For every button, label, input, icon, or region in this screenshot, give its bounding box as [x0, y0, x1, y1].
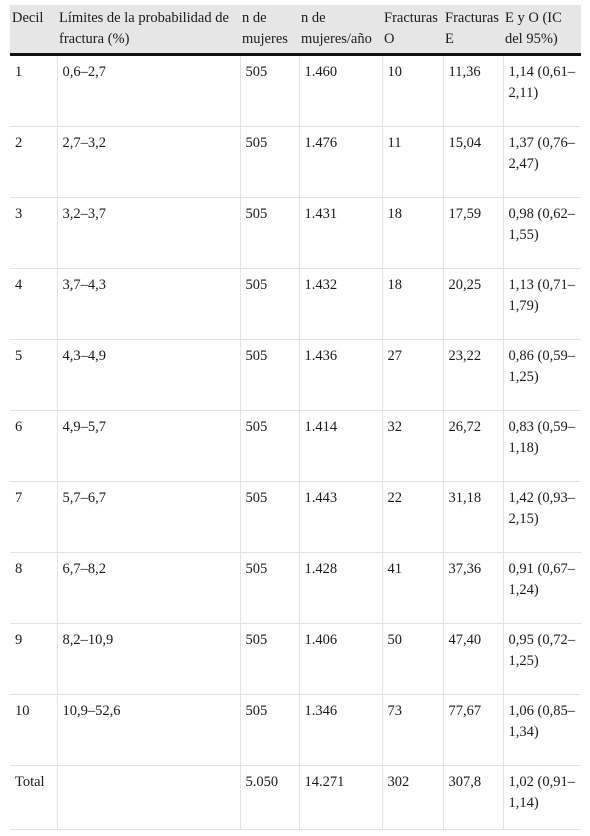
- header-decil: Decil: [10, 5, 57, 56]
- cell-women-per-year: 1.406: [299, 623, 383, 695]
- table-row: 8 6,7–8,2 505 1.428 41 37,36 0,91 (0,67–1,24): [10, 552, 581, 624]
- cell-n-women: 505: [240, 552, 300, 624]
- cell-fractures-expected: 11,36: [443, 54, 504, 127]
- cell-decil: 10: [10, 694, 58, 766]
- cell-fractures-observed: 50: [382, 623, 444, 695]
- cell-probability-limits: 6,7–8,2: [57, 552, 241, 624]
- cell-fractures-observed: 73: [382, 694, 444, 766]
- cell-women-per-year: 1.436: [299, 339, 383, 411]
- cell-women-per-year: 1.443: [299, 481, 383, 553]
- cell-decil: 8: [10, 552, 58, 624]
- cell-fractures-observed: 10: [382, 54, 444, 127]
- cell-fractures-observed: 32: [382, 410, 444, 482]
- table-row: 6 4,9–5,7 505 1.414 32 26,72 0,83 (0,59–1,18): [10, 410, 581, 482]
- cell-probability-limits: 10,9–52,6: [57, 694, 241, 766]
- cell-decil: 5: [10, 339, 58, 411]
- header-fractures-observed: Fracturas O: [382, 5, 443, 56]
- cell-ratio-ci: 1,02 (0,91–1,14): [503, 765, 581, 830]
- table-row: 10 10,9–52,6 505 1.346 73 77,67 1,06 (0,85–1,3…: [10, 694, 581, 766]
- cell-decil: 7: [10, 481, 58, 553]
- table-row: 5 4,3–4,9 505 1.436 27 23,22 0,86 (0,59–1,25): [10, 339, 581, 411]
- table-row-total: Total 5.050 14.271 302 307,8 1,02 (0,91–1,14): [10, 765, 581, 830]
- cell-ratio-ci: 0,86 (0,59–1,25): [503, 339, 581, 411]
- cell-women-per-year: 1.431: [299, 197, 383, 269]
- header-ratio-ci: E y O (IC del 95%): [503, 5, 581, 56]
- cell-fractures-expected: 37,36: [443, 552, 504, 624]
- table-row: 7 5,7–6,7 505 1.443 22 31,18 1,42 (0,93–2,15): [10, 481, 581, 553]
- cell-probability-limits: 3,2–3,7: [57, 197, 241, 269]
- cell-fractures-observed: 302: [382, 765, 444, 830]
- cell-probability-limits: 4,3–4,9: [57, 339, 241, 411]
- cell-n-women: 505: [240, 339, 300, 411]
- cell-ratio-ci: 1,13 (0,71–1,79): [503, 268, 581, 340]
- cell-fractures-observed: 18: [382, 197, 444, 269]
- cell-fractures-expected: 77,67: [443, 694, 504, 766]
- cell-fractures-expected: 31,18: [443, 481, 504, 553]
- table-body: 1 0,6–2,7 505 1.460 10 11,36 1,14 (0,61–2,11) 2…: [10, 54, 581, 830]
- cell-n-women: 505: [240, 481, 300, 553]
- cell-n-women: 505: [240, 623, 300, 695]
- header-fractures-expected: Fracturas E: [443, 5, 503, 56]
- cell-fractures-expected: 307,8: [443, 765, 504, 830]
- cell-probability-limits: 0,6–2,7: [57, 54, 241, 127]
- cell-decil: 9: [10, 623, 58, 695]
- cell-probability-limits: [57, 765, 241, 830]
- cell-n-women: 5.050: [240, 765, 300, 830]
- cell-ratio-ci: 0,95 (0,72–1,25): [503, 623, 581, 695]
- cell-n-women: 505: [240, 197, 300, 269]
- cell-fractures-observed: 11: [382, 126, 444, 198]
- cell-ratio-ci: 1,37 (0,76–2,47): [503, 126, 581, 198]
- table-row: 1 0,6–2,7 505 1.460 10 11,36 1,14 (0,61–2,11): [10, 54, 581, 127]
- cell-fractures-observed: 27: [382, 339, 444, 411]
- cell-fractures-expected: 23,22: [443, 339, 504, 411]
- cell-ratio-ci: 0,98 (0,62–1,55): [503, 197, 581, 269]
- cell-women-per-year: 1.432: [299, 268, 383, 340]
- cell-women-per-year: 14.271: [299, 765, 383, 830]
- cell-fractures-expected: 47,40: [443, 623, 504, 695]
- header-probability-limits: Límites de la probabilidad de fractura (…: [57, 5, 240, 56]
- header-n-women: n de mujeres: [240, 5, 299, 56]
- table-row: 2 2,7–3,2 505 1.476 11 15,04 1,37 (0,76–2,47): [10, 126, 581, 198]
- cell-decil: 4: [10, 268, 58, 340]
- cell-n-women: 505: [240, 268, 300, 340]
- cell-ratio-ci: 1,42 (0,93–2,15): [503, 481, 581, 553]
- table-row: 9 8,2–10,9 505 1.406 50 47,40 0,95 (0,72–1,25): [10, 623, 581, 695]
- cell-ratio-ci: 0,91 (0,67–1,24): [503, 552, 581, 624]
- cell-decil: 2: [10, 126, 58, 198]
- header-row: Decil Límites de la probabilidad de frac…: [10, 5, 581, 56]
- table-header: Decil Límites de la probabilidad de frac…: [10, 5, 581, 56]
- cell-women-per-year: 1.414: [299, 410, 383, 482]
- cell-fractures-observed: 22: [382, 481, 444, 553]
- cell-n-women: 505: [240, 54, 300, 127]
- fracture-decile-table: Decil Límites de la probabilidad de frac…: [10, 5, 581, 830]
- cell-decil: 6: [10, 410, 58, 482]
- cell-women-per-year: 1.460: [299, 54, 383, 127]
- cell-fractures-observed: 18: [382, 268, 444, 340]
- cell-probability-limits: 3,7–4,3: [57, 268, 241, 340]
- cell-probability-limits: 2,7–3,2: [57, 126, 241, 198]
- cell-n-women: 505: [240, 126, 300, 198]
- header-women-per-year: n de mujeres/año: [299, 5, 382, 56]
- cell-fractures-observed: 41: [382, 552, 444, 624]
- cell-women-per-year: 1.476: [299, 126, 383, 198]
- cell-n-women: 505: [240, 694, 300, 766]
- cell-ratio-ci: 0,83 (0,59–1,18): [503, 410, 581, 482]
- cell-fractures-expected: 15,04: [443, 126, 504, 198]
- cell-n-women: 505: [240, 410, 300, 482]
- cell-fractures-expected: 20,25: [443, 268, 504, 340]
- cell-ratio-ci: 1,06 (0,85–1,34): [503, 694, 581, 766]
- table-row: 4 3,7–4,3 505 1.432 18 20,25 1,13 (0,71–1,79): [10, 268, 581, 340]
- cell-women-per-year: 1.428: [299, 552, 383, 624]
- cell-decil: 1: [10, 54, 58, 127]
- cell-decil: 3: [10, 197, 58, 269]
- cell-probability-limits: 8,2–10,9: [57, 623, 241, 695]
- table-row: 3 3,2–3,7 505 1.431 18 17,59 0,98 (0,62–1,55): [10, 197, 581, 269]
- cell-probability-limits: 4,9–5,7: [57, 410, 241, 482]
- cell-fractures-expected: 17,59: [443, 197, 504, 269]
- cell-probability-limits: 5,7–6,7: [57, 481, 241, 553]
- cell-ratio-ci: 1,14 (0,61–2,11): [503, 54, 581, 127]
- cell-fractures-expected: 26,72: [443, 410, 504, 482]
- cell-women-per-year: 1.346: [299, 694, 383, 766]
- cell-decil: Total: [10, 765, 58, 830]
